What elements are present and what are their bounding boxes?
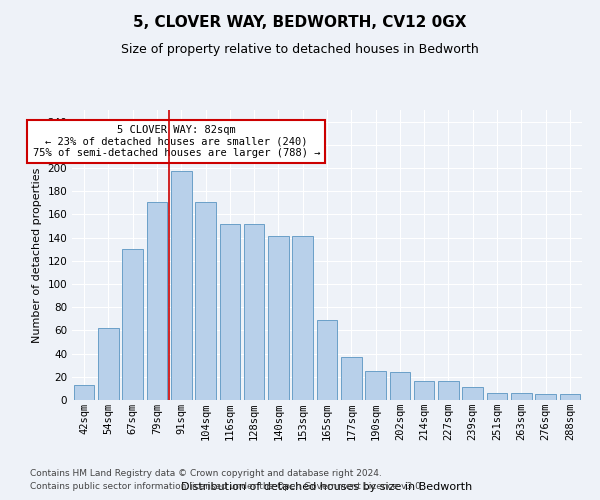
Text: Contains HM Land Registry data © Crown copyright and database right 2024.: Contains HM Land Registry data © Crown c… [30, 468, 382, 477]
Bar [220, 224, 240, 400]
Bar [268, 236, 289, 400]
Bar [365, 371, 386, 400]
Text: 5, CLOVER WAY, BEDWORTH, CV12 0GX: 5, CLOVER WAY, BEDWORTH, CV12 0GX [133, 15, 467, 30]
Bar [511, 393, 532, 400]
Bar [560, 394, 580, 400]
Bar [244, 224, 265, 400]
Bar [487, 393, 508, 400]
Bar [317, 320, 337, 400]
Text: Size of property relative to detached houses in Bedworth: Size of property relative to detached ho… [121, 42, 479, 56]
Bar [438, 382, 459, 400]
Bar [171, 172, 191, 400]
Bar [535, 394, 556, 400]
Bar [146, 202, 167, 400]
Bar [195, 202, 216, 400]
Bar [292, 236, 313, 400]
X-axis label: Distribution of detached houses by size in Bedworth: Distribution of detached houses by size … [181, 482, 473, 492]
Y-axis label: Number of detached properties: Number of detached properties [32, 168, 42, 342]
Bar [463, 387, 483, 400]
Text: 5 CLOVER WAY: 82sqm
← 23% of detached houses are smaller (240)
75% of semi-detac: 5 CLOVER WAY: 82sqm ← 23% of detached ho… [32, 125, 320, 158]
Bar [74, 385, 94, 400]
Bar [341, 357, 362, 400]
Bar [122, 249, 143, 400]
Bar [389, 372, 410, 400]
Bar [98, 328, 119, 400]
Bar [414, 382, 434, 400]
Text: Contains public sector information licensed under the Open Government Licence v3: Contains public sector information licen… [30, 482, 424, 491]
